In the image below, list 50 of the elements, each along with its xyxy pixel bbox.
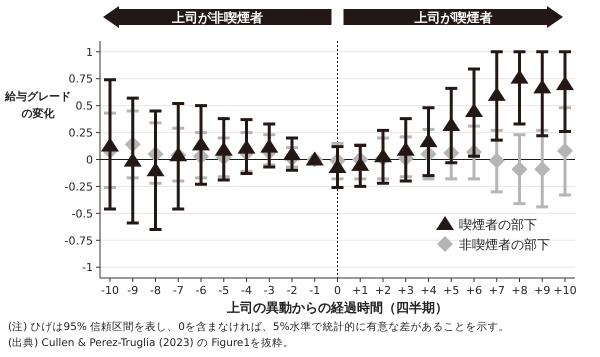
point [260,138,278,153]
point [396,142,415,156]
y-tick-label: 0.75 [68,72,93,86]
point [442,117,460,132]
x-tick-label: +5 [443,284,460,297]
text: (出典) Cullen & Perez-Truglia (2023) の Figure1を抜粋。 [8,336,294,349]
text: 上司が非喫煙者 [170,11,263,26]
point [534,161,550,178]
x-tick-label: -7 [172,284,184,297]
x-tick-label: -6 [196,284,206,297]
point [124,152,142,167]
x-tick-label: +10 [553,284,577,297]
x-tick-label: +8 [511,284,528,297]
x-tick-label: -9 [127,284,138,297]
y-tick-label: -0.25 [64,180,93,194]
x-tick-label: -1 [309,284,320,297]
y-tick-label: -0.5 [72,207,93,220]
y-tick-label: 0.25 [68,126,93,140]
x-tick-label: -5 [218,284,230,297]
x-tick-label: +4 [420,284,437,297]
y-axis-title: 給与グレードの変化 [4,90,71,120]
x-tick-label: -8 [150,284,161,297]
text: 上司が喫煙者 [413,11,492,26]
x-tick-label: +1 [352,284,368,297]
x-tick-label: -10 [101,284,119,297]
x-tick-label: -3 [264,284,275,297]
x-tick-label: +9 [534,284,550,297]
y-tick-label: -0.75 [64,234,93,248]
x-tick-label: -4 [241,284,252,297]
y-tick-label: 1 [86,46,93,59]
point [214,142,233,156]
legend-label: 非喫煙者の部下 [459,238,550,253]
point [488,152,505,169]
x-tick-label: +6 [466,284,482,297]
y-tick-label: -1 [82,261,93,274]
x-tick-label: +7 [488,284,505,297]
point [533,79,552,94]
x-axis-title: 上司の異動からの経過時間（四半期） [226,301,448,316]
legend-label: 喫煙者の部下 [459,218,537,233]
point [557,142,573,159]
point [512,161,528,178]
x-tick-label: -2 [286,284,298,297]
point [465,103,483,118]
x-tick-label: +3 [398,284,414,297]
x-tick-label: 0 [334,284,341,297]
point [488,86,506,101]
text: (注) ひげは95% 信頼区間を表し、0を含まなければ、5%水準で統計的に有意な差があることを示す。 [8,320,510,333]
y-tick-label: 0 [86,154,93,166]
x-tick-label: +2 [374,284,392,297]
y-tick-label: 0.5 [76,100,93,113]
